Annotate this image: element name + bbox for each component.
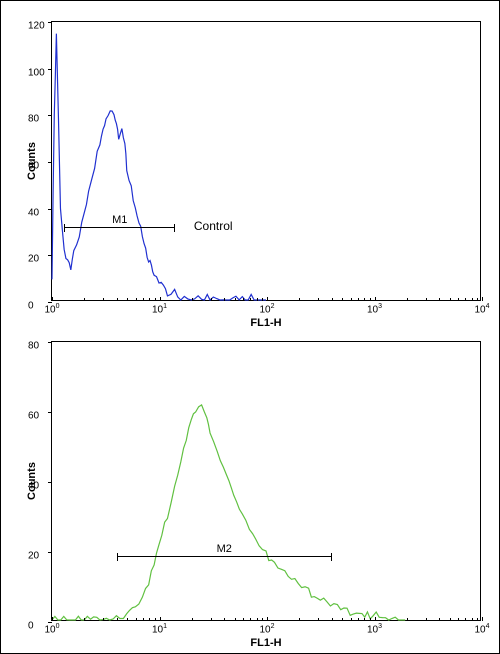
- x-tick-label: 100: [44, 303, 59, 315]
- y-tick-label: 20: [28, 254, 39, 265]
- x-tick-label: 103: [367, 623, 382, 635]
- x-axis-label-top: FL1-H: [250, 317, 281, 329]
- x-tick-label: 102: [259, 303, 274, 315]
- y-axis-label-top: Counts: [26, 142, 38, 180]
- panel-sample: M2 020406080 100101102103104 Counts FL1-…: [51, 341, 481, 621]
- y-tick-label: 120: [28, 21, 45, 32]
- y-tick-label: 0: [28, 621, 34, 632]
- x-tick-label: 101: [152, 623, 167, 635]
- plot-area-top: M1 Control 020406080100120 1001011021031…: [51, 21, 481, 301]
- gate-label-m1: M1: [112, 214, 127, 226]
- y-tick-label: 40: [28, 207, 39, 218]
- figure-container: M1 Control 0 20 40 60 80 100 120 100 101 102 103 1…: [0, 0, 500, 654]
- y-tick-label: 100: [28, 67, 45, 78]
- y-tick-label: 60: [28, 411, 39, 422]
- gate-marker-m2: M2: [117, 556, 332, 557]
- histogram-curve-top: [52, 22, 480, 300]
- x-tick-label: 103: [367, 303, 382, 315]
- y-tick-label: 20: [28, 551, 39, 562]
- annotation-control: Control: [194, 219, 233, 233]
- x-tick-label: 104: [474, 623, 489, 635]
- x-tick-label: 102: [259, 623, 274, 635]
- plot-area-bottom: M2 020406080 100101102103104: [51, 341, 481, 621]
- y-tick-label: 80: [28, 341, 39, 352]
- x-tick-label: 104: [474, 303, 489, 315]
- y-tick-label: 80: [28, 114, 39, 125]
- y-axis-label-bottom: Counts: [26, 462, 38, 500]
- x-axis-label-bottom: FL1-H: [250, 637, 281, 649]
- y-tick-label: 0: [28, 301, 34, 312]
- panel-control: M1 Control 020406080100120 1001011021031…: [51, 21, 481, 301]
- histogram-curve-bottom: [52, 342, 480, 620]
- x-tick-label: 101: [152, 303, 167, 315]
- x-tick-label: 100: [44, 623, 59, 635]
- gate-marker-m1: M1: [64, 227, 175, 228]
- gate-label-m2: M2: [217, 543, 232, 555]
